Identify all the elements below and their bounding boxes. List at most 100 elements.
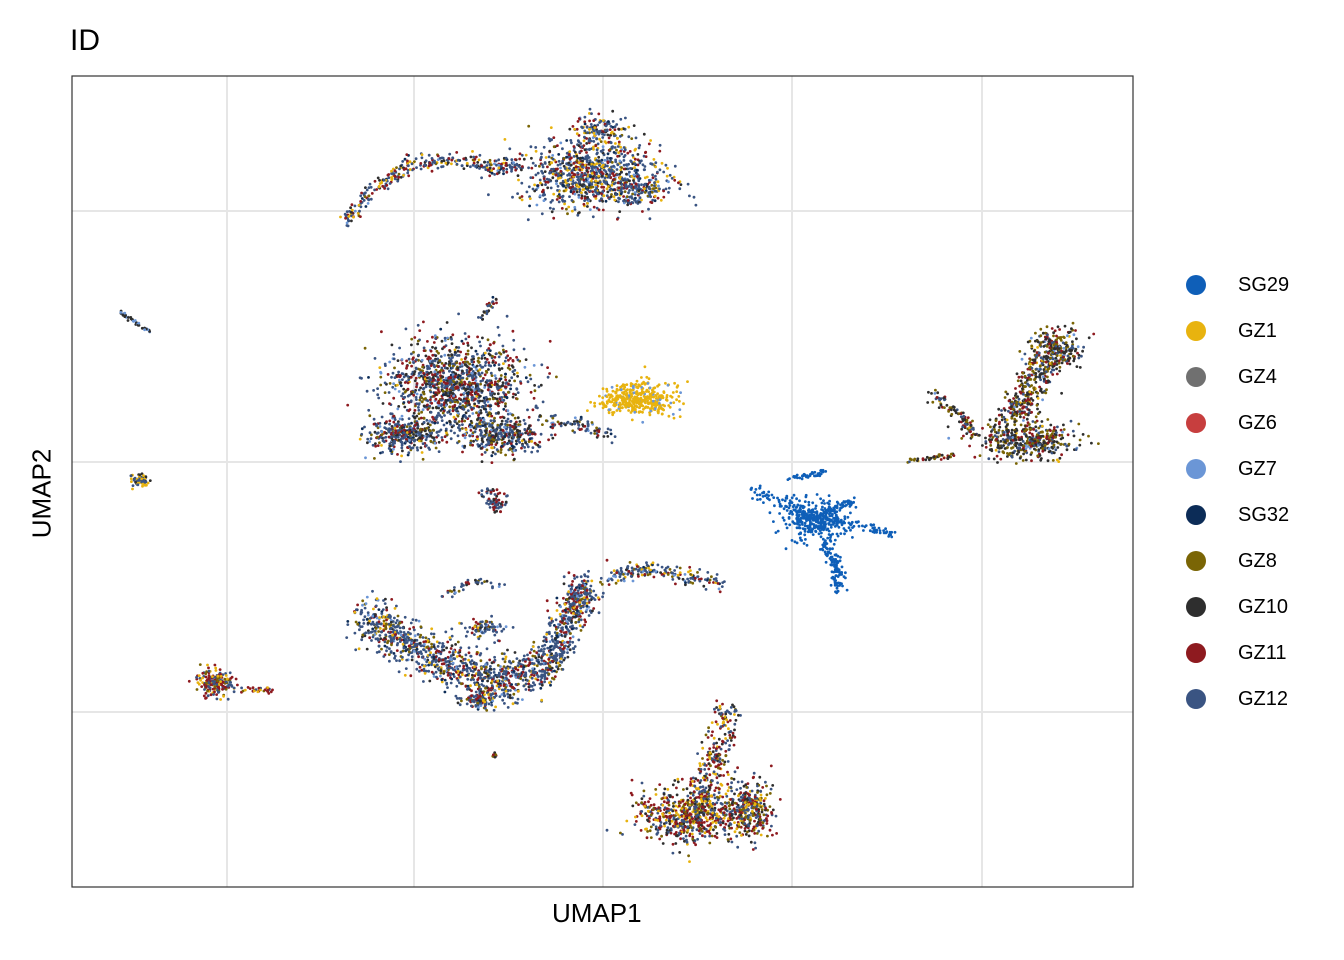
scatter-point — [544, 156, 548, 159]
scatter-point — [647, 377, 651, 381]
scatter-point — [618, 197, 621, 201]
scatter-point — [410, 421, 413, 425]
scatter-point — [495, 352, 498, 355]
scatter-point — [469, 155, 473, 159]
scatter-point — [390, 178, 394, 182]
scatter-point — [989, 444, 993, 447]
scatter-point — [405, 153, 409, 157]
scatter-point — [524, 431, 527, 435]
scatter-point — [594, 144, 598, 148]
scatter-point — [388, 402, 391, 406]
scatter-point — [577, 144, 581, 148]
scatter-point — [643, 381, 646, 385]
scatter-point — [463, 332, 467, 335]
scatter-point — [490, 441, 493, 445]
scatter-point — [476, 392, 480, 396]
scatter-point — [1016, 379, 1020, 383]
scatter-point — [578, 428, 582, 431]
scatter-point — [524, 358, 528, 361]
scatter-point — [418, 329, 422, 332]
scatter-point — [1081, 433, 1085, 436]
scatter-point — [478, 399, 482, 403]
scatter-point — [363, 346, 367, 350]
scatter-point — [463, 405, 467, 409]
scatter-point — [443, 414, 446, 417]
scatter-point — [520, 198, 524, 202]
scatter-point — [578, 188, 582, 191]
scatter-point — [1056, 446, 1060, 449]
scatter-point — [364, 205, 368, 208]
scatter-point — [492, 302, 496, 305]
scatter-point — [1000, 409, 1003, 412]
scatter-point — [541, 190, 544, 194]
scatter-point — [407, 451, 411, 455]
scatter-point — [406, 387, 410, 391]
scatter-point — [513, 457, 516, 461]
scatter-point — [573, 208, 577, 211]
scatter-point — [499, 431, 503, 435]
scatter-point — [382, 178, 386, 182]
scatter-point — [464, 337, 468, 341]
scatter-point — [647, 142, 651, 146]
scatter-point — [616, 163, 620, 167]
scatter-point — [1042, 368, 1046, 371]
scatter-point — [1044, 360, 1048, 364]
scatter-point — [566, 212, 569, 216]
scatter-point — [480, 357, 484, 360]
scatter-point — [137, 321, 141, 325]
scatter-point — [663, 404, 666, 408]
scatter-point — [392, 396, 396, 400]
scatter-point — [453, 353, 457, 357]
scatter-point — [379, 435, 383, 439]
scatter-point — [631, 188, 635, 192]
scatter-point — [1007, 443, 1010, 447]
scatter-point — [446, 161, 450, 165]
scatter-point — [385, 183, 389, 187]
scatter-point — [536, 443, 540, 447]
scatter-point — [535, 203, 539, 207]
scatter-point — [599, 140, 603, 144]
scatter-point — [597, 155, 601, 159]
scatter-point — [664, 381, 667, 385]
scatter-point — [528, 373, 532, 377]
scatter-point — [119, 311, 123, 314]
scatter-point — [1000, 446, 1003, 449]
scatter-point — [586, 422, 590, 426]
scatter-point — [478, 167, 481, 170]
scatter-point — [387, 391, 391, 394]
scatter-point — [636, 393, 640, 397]
scatter-point — [1048, 342, 1051, 346]
scatter-point — [425, 418, 429, 422]
scatter-point — [635, 175, 639, 178]
scatter-point — [654, 161, 658, 165]
scatter-point — [505, 396, 509, 400]
scatter-point — [509, 356, 512, 360]
scatter-point — [504, 378, 508, 382]
scatter-point — [582, 202, 586, 206]
scatter-point — [630, 137, 634, 141]
scatter-point — [518, 435, 522, 439]
scatter-point — [588, 112, 591, 115]
scatter-point — [1051, 365, 1055, 368]
scatter-point — [374, 444, 377, 448]
scatter-point — [544, 183, 547, 187]
scatter-point — [474, 155, 478, 159]
scatter-point — [627, 125, 631, 129]
scatter-point — [126, 319, 130, 322]
scatter-point — [377, 184, 381, 188]
scatter-point — [429, 429, 432, 433]
scatter-point — [458, 397, 461, 401]
scatter-point — [654, 178, 658, 181]
scatter-point — [1076, 345, 1080, 349]
scatter-point — [1024, 434, 1028, 438]
scatter-point — [491, 354, 494, 358]
scatter-point — [514, 168, 518, 172]
scatter-point — [568, 186, 572, 190]
scatter-point — [1051, 373, 1055, 376]
scatter-point — [359, 200, 363, 203]
scatter-point — [630, 186, 633, 190]
scatter-point — [449, 429, 453, 433]
scatter-point — [538, 440, 542, 444]
scatter-point — [622, 195, 625, 198]
scatter-point — [520, 168, 523, 172]
